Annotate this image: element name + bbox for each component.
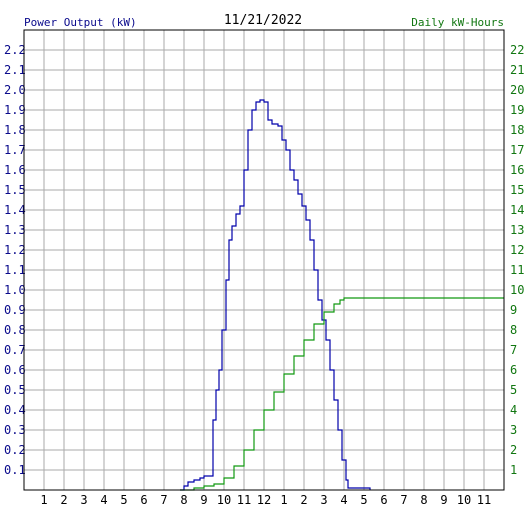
y-tick-right: 4	[510, 403, 517, 417]
y-tick-right: 11	[510, 263, 524, 277]
x-tick: 1	[40, 493, 47, 507]
y-tick-left: 0.6	[4, 363, 26, 377]
y-tick-left: 1.3	[4, 223, 26, 237]
y-tick-left: 2.0	[4, 83, 26, 97]
x-tick: 3	[80, 493, 87, 507]
y-tick-right: 12	[510, 243, 524, 257]
y-tick-right: 2	[510, 443, 517, 457]
y-tick-right: 17	[510, 143, 524, 157]
y-tick-left: 1.7	[4, 143, 26, 157]
x-tick: 2	[60, 493, 67, 507]
y-tick-right: 20	[510, 83, 524, 97]
y-tick-right: 10	[510, 283, 524, 297]
x-tick: 8	[180, 493, 187, 507]
x-tick: 2	[300, 493, 307, 507]
y-tick-left: 1.9	[4, 103, 26, 117]
x-tick: 4	[340, 493, 347, 507]
y-tick-right: 13	[510, 223, 524, 237]
x-tick: 5	[120, 493, 127, 507]
y-tick-left: 0.2	[4, 443, 26, 457]
x-tick: 9	[440, 493, 447, 507]
y-tick-left: 0.5	[4, 383, 26, 397]
x-tick: 12	[257, 493, 271, 507]
y-tick-right: 15	[510, 183, 524, 197]
chart-title: 11/21/2022	[224, 13, 302, 28]
left-axis-label: Power Output (kW)	[24, 16, 137, 29]
y-tick-right: 6	[510, 363, 517, 377]
y-tick-right: 14	[510, 203, 524, 217]
y-tick-right: 1	[510, 463, 517, 477]
x-tick: 7	[400, 493, 407, 507]
y-tick-left: 0.7	[4, 343, 26, 357]
x-tick: 6	[140, 493, 147, 507]
y-tick-right: 21	[510, 63, 524, 77]
y-tick-left: 0.4	[4, 403, 26, 417]
y-tick-left: 1.6	[4, 163, 26, 177]
grid	[24, 30, 504, 490]
y-tick-left: 1.5	[4, 183, 26, 197]
y-tick-right: 3	[510, 423, 517, 437]
y-tick-right: 9	[510, 303, 517, 317]
y-tick-left: 1.2	[4, 243, 26, 257]
x-tick: 3	[320, 493, 327, 507]
power-output-line	[180, 99, 371, 491]
x-tick: 10	[217, 493, 231, 507]
plot-frame	[23, 29, 505, 491]
x-tick: 4	[100, 493, 107, 507]
series-lines	[180, 99, 504, 491]
y-tick-right: 19	[510, 103, 524, 117]
y-tick-left: 2.2	[4, 43, 26, 57]
y-tick-left: 0.9	[4, 303, 26, 317]
y-tick-right: 16	[510, 163, 524, 177]
y-tick-left: 0.1	[4, 463, 26, 477]
y-tick-right: 8	[510, 323, 517, 337]
y-tick-left: 2.1	[4, 63, 26, 77]
daily-kwh-line	[180, 297, 504, 491]
right-axis-label: Daily kW-Hours	[411, 16, 504, 29]
y-tick-left: 1.1	[4, 263, 26, 277]
x-tick: 10	[457, 493, 471, 507]
y-tick-left: 1.8	[4, 123, 26, 137]
x-tick: 9	[200, 493, 207, 507]
y-tick-left: 0.3	[4, 423, 26, 437]
x-tick: 8	[420, 493, 427, 507]
y-tick-right: 5	[510, 383, 517, 397]
x-tick: 6	[380, 493, 387, 507]
y-tick-left: 1.0	[4, 283, 26, 297]
y-tick-right: 22	[510, 43, 524, 57]
x-tick: 5	[360, 493, 367, 507]
x-tick: 11	[477, 493, 491, 507]
tick-labels: 0.1 0.2 0.3 0.4 0.5 0.6 0.7 0.8 0.9 1.0 1.1 1.2 1.3 1…	[4, 43, 524, 507]
x-tick: 7	[160, 493, 167, 507]
y-tick-left: 0.8	[4, 323, 26, 337]
x-tick: 11	[237, 493, 251, 507]
y-tick-left: 1.4	[4, 203, 26, 217]
y-tick-right: 18	[510, 123, 524, 137]
y-tick-right: 7	[510, 343, 517, 357]
x-tick: 1	[280, 493, 287, 507]
